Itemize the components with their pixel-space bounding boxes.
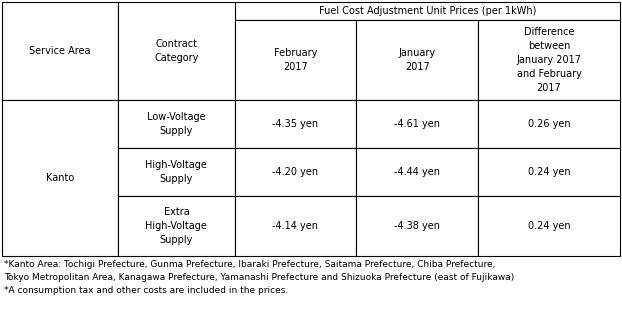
Bar — [234, 2, 620, 20]
Text: February
2017: February 2017 — [274, 48, 317, 72]
Text: Contract
Category: Contract Category — [154, 40, 198, 63]
Bar — [356, 148, 478, 196]
Bar — [118, 148, 234, 196]
Text: -4.61 yen: -4.61 yen — [394, 119, 440, 129]
Bar — [356, 196, 478, 256]
Bar — [118, 100, 234, 148]
Bar — [356, 100, 478, 148]
Bar — [118, 2, 234, 100]
Bar — [478, 196, 620, 256]
Bar — [234, 100, 356, 148]
Text: Fuel Cost Adjustment Unit Prices (per 1kWh): Fuel Cost Adjustment Unit Prices (per 1k… — [318, 6, 536, 16]
Bar — [478, 20, 620, 100]
Text: January
2017: January 2017 — [399, 48, 436, 72]
Text: Kanto: Kanto — [46, 173, 74, 183]
Bar — [234, 148, 356, 196]
Bar — [478, 148, 620, 196]
Text: -4.20 yen: -4.20 yen — [272, 167, 318, 177]
Text: -4.14 yen: -4.14 yen — [272, 221, 318, 231]
Text: *Kanto Area: Tochigi Prefecture, Gunma Prefecture, Ibaraki Prefecture, Saitama P: *Kanto Area: Tochigi Prefecture, Gunma P… — [4, 260, 495, 269]
Text: Tokyo Metropolitan Area, Kanagawa Prefecture, Yamanashi Prefecture and Shizuoka : Tokyo Metropolitan Area, Kanagawa Prefec… — [4, 273, 514, 282]
Text: 0.26 yen: 0.26 yen — [528, 119, 570, 129]
Text: High-Voltage
Supply: High-Voltage Supply — [146, 160, 207, 184]
Bar — [356, 20, 478, 100]
Bar — [478, 100, 620, 148]
Bar — [2, 100, 118, 256]
Bar — [234, 20, 356, 100]
Text: -4.44 yen: -4.44 yen — [394, 167, 440, 177]
Text: 0.24 yen: 0.24 yen — [528, 167, 570, 177]
Text: -4.35 yen: -4.35 yen — [272, 119, 318, 129]
Text: -4.38 yen: -4.38 yen — [394, 221, 440, 231]
Text: Difference
between
January 2017
and February
2017: Difference between January 2017 and Febr… — [517, 27, 582, 93]
Bar — [2, 2, 118, 100]
Text: Low-Voltage
Supply: Low-Voltage Supply — [147, 112, 206, 136]
Text: Service Area: Service Area — [29, 46, 91, 56]
Text: Extra
High-Voltage
Supply: Extra High-Voltage Supply — [146, 207, 207, 245]
Text: *A consumption tax and other costs are included in the prices.: *A consumption tax and other costs are i… — [4, 286, 288, 295]
Bar — [234, 196, 356, 256]
Bar — [118, 196, 234, 256]
Text: 0.24 yen: 0.24 yen — [528, 221, 570, 231]
